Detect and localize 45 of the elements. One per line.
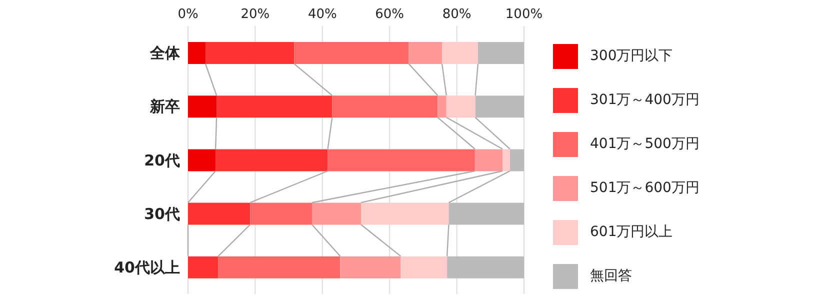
x-tick-label: 80%	[442, 7, 472, 22]
y-tick-label: 30代	[144, 204, 180, 223]
bar	[328, 149, 475, 172]
bar	[400, 256, 448, 278]
legend-label: 無回答	[590, 267, 632, 285]
bar	[188, 202, 250, 225]
bar	[332, 96, 438, 118]
bar	[448, 202, 524, 225]
bar	[205, 42, 294, 64]
bar	[442, 42, 478, 64]
legend-label: 501万～600万円	[590, 179, 700, 197]
legend-label: 601万円以上	[590, 223, 673, 241]
y-tick-label: 全体	[149, 44, 181, 62]
y-tick-label: 新卒	[149, 98, 180, 116]
bar	[340, 256, 401, 278]
x-tick-label: 100%	[505, 7, 543, 22]
x-tick-label: 40%	[308, 7, 337, 22]
bar	[446, 96, 476, 118]
bar	[294, 42, 409, 64]
bar	[188, 96, 217, 118]
legend-label: 301万～400万円	[590, 91, 700, 109]
bar	[447, 256, 524, 278]
bar	[502, 149, 510, 172]
bar	[510, 149, 524, 172]
bar	[438, 96, 446, 118]
legend-label: 401万～500万円	[590, 135, 700, 153]
bar	[474, 149, 502, 172]
bar	[408, 42, 442, 64]
bar	[478, 42, 524, 64]
x-tick-label: 20%	[240, 7, 270, 22]
bar	[188, 256, 218, 278]
bar	[218, 256, 340, 278]
bar	[188, 149, 216, 172]
bar	[216, 96, 332, 118]
y-tick-label: 40代以上	[114, 258, 180, 277]
y-tick-label: 20代	[144, 151, 180, 170]
x-tick-label: 0%	[178, 7, 198, 22]
bar	[216, 149, 328, 172]
bar	[361, 202, 449, 225]
legend-label: 300万円以下	[590, 47, 673, 65]
x-tick-label: 60%	[375, 7, 404, 22]
bar	[312, 202, 362, 225]
bar	[250, 202, 312, 225]
bar	[475, 96, 524, 118]
bar	[188, 42, 206, 64]
